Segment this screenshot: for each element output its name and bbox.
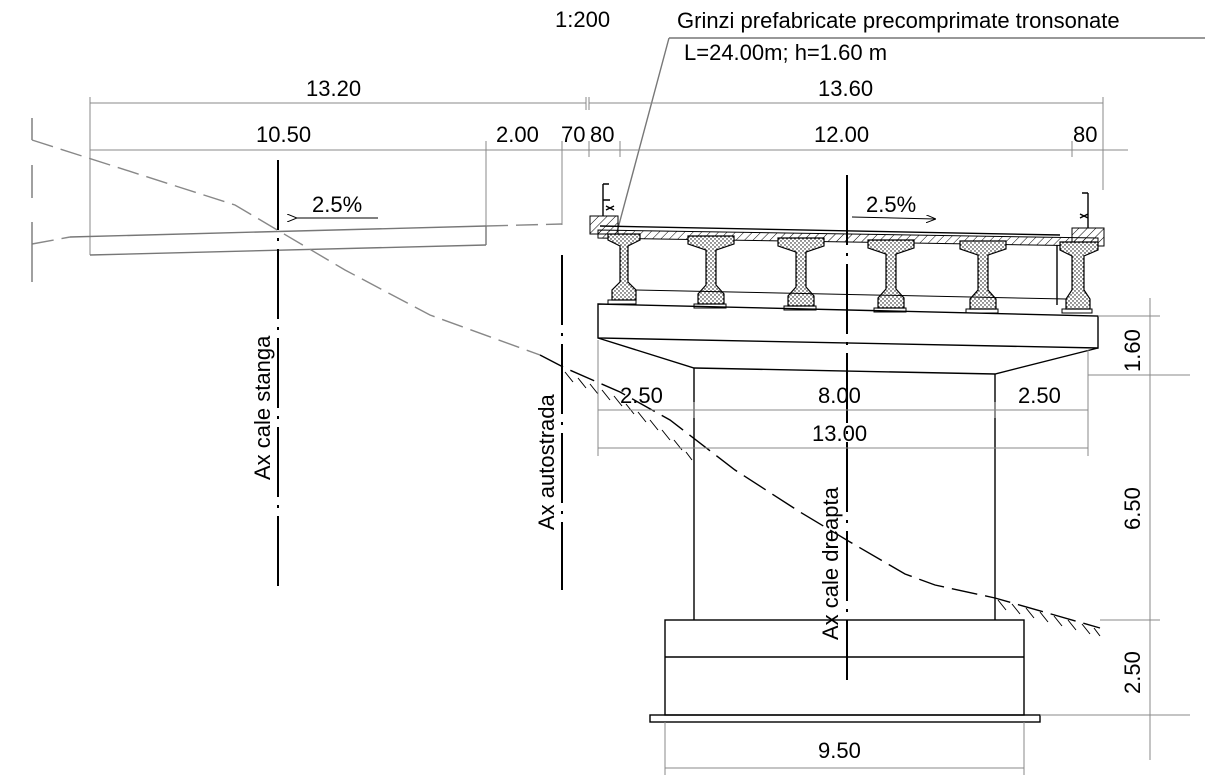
terrain-hatching [564,371,1101,637]
beam-note-line1: Grinzi prefabricate precomprimate tronso… [677,8,1120,33]
pier-cap [597,303,1099,375]
axis-right-road-label: Ax cale dreapta [818,486,843,640]
dim-pier-height: 6.50 [1120,487,1145,530]
precast-beams [607,233,1099,314]
left-carriageway [31,118,563,282]
terrain-line-upper [31,139,541,356]
dim-deck-edge-right: 80 [1073,122,1097,147]
right-vertical-dimension-lines [1040,298,1190,760]
footing [649,619,1041,723]
dim-pier-width: 8.00 [818,383,861,408]
dim-deck-edge-left: 80 [590,122,614,147]
dim-left-shoulder: 2.00 [496,122,539,147]
dim-footing-width: 9.50 [818,738,861,763]
dim-left-total: 13.20 [306,76,361,101]
dim-footing-height: 2.50 [1120,651,1145,694]
dim-right-carriageway: 12.00 [814,122,869,147]
dim-cap-height: 1.60 [1120,329,1145,372]
slope-right-arrow [851,217,935,219]
dim-right-total: 13.60 [818,76,873,101]
slope-right-label: 2.5% [866,192,916,217]
axis-motorway-label: Ax autostrada [534,393,559,530]
dim-cap-overhang-right: 2.50 [1018,383,1061,408]
drawing-scale: 1:200 [555,7,610,32]
axis-left-road-label: Ax cale stanga [250,335,275,480]
dim-cap-overhang-left: 2.50 [620,383,663,408]
beam-note-line2: L=24.00m; h=1.60 m [684,40,887,65]
terrain-line-lower [539,354,1101,629]
dim-cap-width: 13.00 [812,421,867,446]
note-leader [616,37,1205,233]
dim-left-gap: 70 [561,122,585,147]
slope-left-label: 2.5% [312,192,362,217]
dim-left-carriageway: 10.50 [256,122,311,147]
lower-dimension-lines [597,340,1089,775]
top-dimension-lines [89,97,1128,255]
